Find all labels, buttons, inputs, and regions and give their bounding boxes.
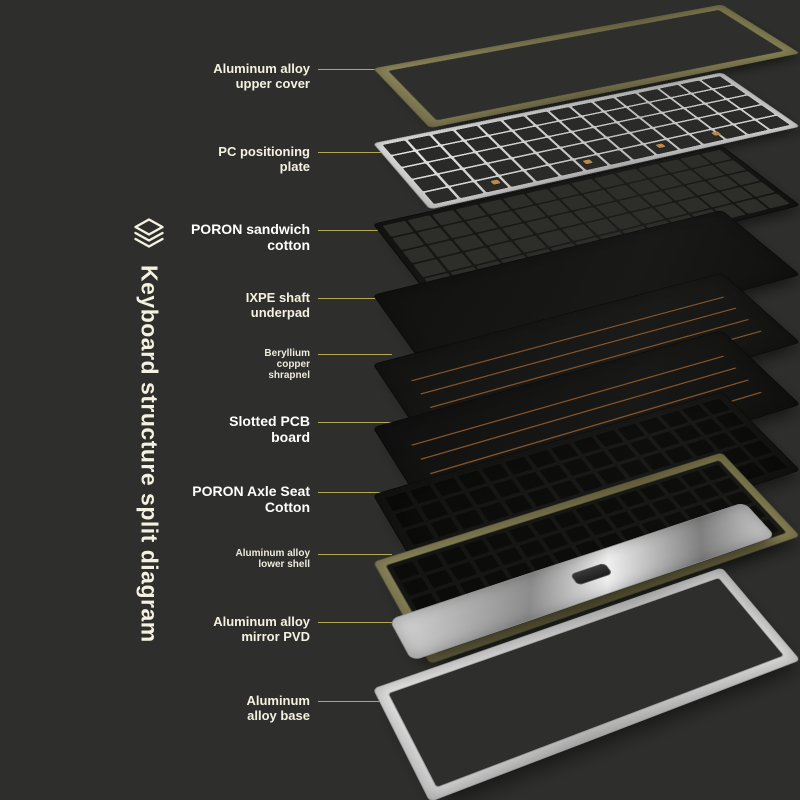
label-upper-cover: Aluminum alloyupper cover	[213, 62, 310, 91]
label-poron-sandwich: PORON sandwichcotton	[191, 222, 310, 253]
label-text: Aluminum alloy	[213, 615, 310, 630]
label-text: underpad	[246, 306, 310, 321]
label-poron-axle: PORON Axle SeatCotton	[192, 484, 310, 515]
label-text: Aluminum alloy	[236, 548, 310, 559]
label-text: plate	[218, 160, 310, 175]
label-text: mirror PVD	[213, 630, 310, 645]
label-pc-plate: PC positioningplate	[218, 145, 310, 174]
label-text: PC positioning	[218, 145, 310, 160]
label-mirror-pvd: Aluminum alloymirror PVD	[213, 615, 310, 644]
label-text: Slotted PCB	[229, 414, 310, 430]
label-text: Aluminum alloy	[213, 62, 310, 77]
label-beryllium-shrapnel: Berylliumcoppershrapnel	[264, 348, 310, 382]
label-text: IXPE shaft	[246, 291, 310, 306]
label-alloy-base: Aluminumalloy base	[246, 694, 310, 723]
label-text: cotton	[191, 238, 310, 254]
label-lower-shell: Aluminum alloylower shell	[236, 548, 310, 570]
label-slotted-pcb: Slotted PCBboard	[229, 414, 310, 445]
label-text: copper	[264, 359, 310, 370]
label-text: Aluminum	[246, 694, 310, 709]
label-text: lower shell	[236, 559, 310, 570]
diagram-stage: Keyboard structure split diagram Aluminu…	[0, 0, 800, 800]
label-text: PORON sandwich	[191, 222, 310, 238]
label-text: Beryllium	[264, 348, 310, 359]
label-text: alloy base	[246, 709, 310, 724]
label-ixpe: IXPE shaftunderpad	[246, 291, 310, 320]
label-text: board	[229, 430, 310, 446]
label-text: upper cover	[213, 77, 310, 92]
label-text: shrapnel	[264, 370, 310, 381]
label-text: PORON Axle Seat	[192, 484, 310, 500]
exploded-view	[360, 20, 800, 790]
label-text: Cotton	[192, 500, 310, 516]
